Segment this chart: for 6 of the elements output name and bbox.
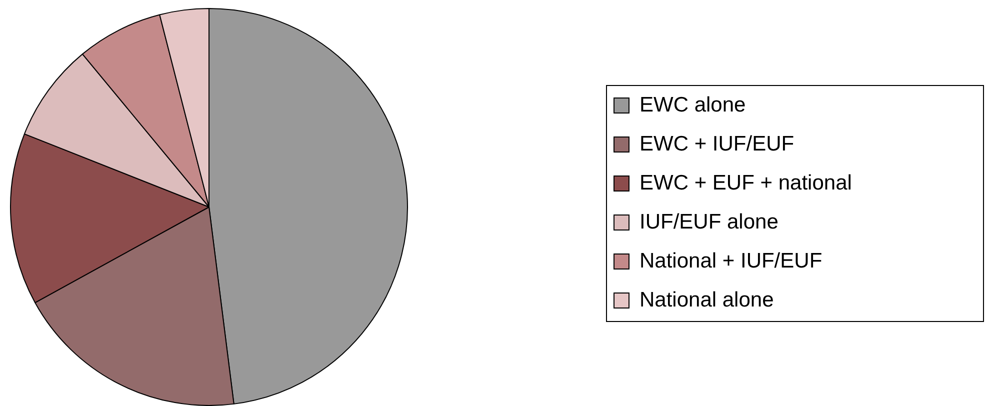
legend-label: EWC alone [640,93,746,116]
legend-label: National alone [640,288,774,312]
legend-label: IUF/EUF alone [640,210,778,234]
legend-label: EWC + IUF/EUF [640,132,794,156]
legend-label: National + IUF/EUF [640,249,822,272]
legend-label: EWC + EUF + national [640,171,852,194]
